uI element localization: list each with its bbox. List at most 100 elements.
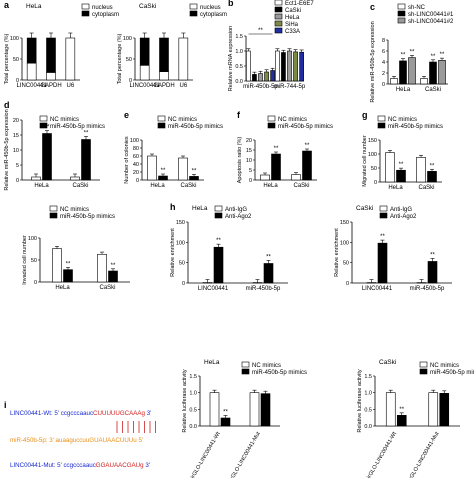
- y-tick-label: 1.0: [189, 391, 197, 397]
- bar-CaSki: [281, 52, 286, 82]
- legend-swatch: [49, 212, 58, 219]
- legend-label: NC mimics: [430, 363, 459, 369]
- category-label: HeLa: [396, 87, 411, 93]
- category-label: CaSki: [425, 87, 441, 93]
- chart-title: HeLa: [192, 205, 208, 212]
- legend-swatch: [274, 13, 283, 20]
- bar-Anti-Ago2: [213, 246, 224, 284]
- y-tick-label: 50: [343, 261, 349, 267]
- legend-swatch: [267, 115, 276, 122]
- legend-swatch: [81, 10, 90, 17]
- bar-NC-mimics: [178, 157, 188, 181]
- significance-label: **: [84, 131, 89, 137]
- y-tick-label: 0: [374, 180, 377, 186]
- significance-label: **: [192, 168, 197, 174]
- y-tick-label: 100: [368, 152, 377, 158]
- bar-NC-mimics: [31, 176, 41, 181]
- y-tick-label: 100: [176, 240, 185, 246]
- y-tick-label: 0: [346, 281, 349, 287]
- y-tick-label: 0: [129, 78, 132, 84]
- panel-letter-f: f: [237, 110, 241, 120]
- y-tick-label: 1.0: [235, 49, 243, 55]
- bar-HeLa: [258, 73, 263, 82]
- y-tick-label: 10: [246, 158, 252, 164]
- legend-label: Anti-IgG: [225, 207, 247, 213]
- category-label: LINC00441: [198, 286, 229, 292]
- bar-miR-450b-5p-mimics: [260, 393, 271, 427]
- y-tick-label: 150: [340, 220, 349, 226]
- legend-label: miR-450b-5p mimics: [252, 370, 307, 376]
- legend-label: miR-450b-5p mimics: [60, 214, 115, 220]
- bar-sh-LINC00441-2: [408, 57, 416, 85]
- legend-swatch: [241, 368, 250, 375]
- sequence-suffix: 3': [144, 462, 150, 469]
- legend-label: sh-LINC00441#1: [408, 12, 454, 18]
- y-tick-label: 0.0: [189, 424, 197, 430]
- panel-letter-c: c: [370, 2, 375, 12]
- category-label: GAPDH: [153, 83, 174, 89]
- bar-HeLa: [287, 50, 292, 82]
- y-tick-label: 0: [16, 78, 19, 84]
- category-label: miR-450b-5p: [246, 286, 281, 292]
- significance-label: **: [380, 234, 385, 240]
- y-axis-label: Apoptosis ratio (%): [237, 137, 243, 184]
- legend-swatch: [241, 361, 250, 368]
- sequence-panel: i LINC00441-Wt: 5' ccgcccaaucCUUUUUGCAAA…: [4, 400, 156, 469]
- legend-label: nucleus: [200, 5, 221, 11]
- category-label: HeLa: [34, 183, 49, 189]
- y-tick-label: 20: [246, 138, 252, 144]
- bar-miR-450b-5p-mimics: [189, 176, 199, 181]
- legend-label: Anti-IgG: [390, 207, 412, 213]
- significance-label: **: [223, 410, 228, 416]
- bar-sh-LINC00441-1: [429, 61, 437, 85]
- y-tick-label: 150: [176, 220, 185, 226]
- significance-label: **: [274, 146, 279, 152]
- y-tick-label: 0.0: [364, 424, 372, 430]
- y-tick-label: 50: [31, 258, 37, 264]
- chart-title: CaSki: [139, 3, 156, 10]
- bar-nucleus: [46, 72, 56, 81]
- significance-label: **: [430, 163, 435, 169]
- bar-cytoplasm: [139, 37, 150, 66]
- chart-title: HeLa: [204, 359, 220, 366]
- y-tick-label: 1.5: [189, 374, 197, 380]
- legend-swatch: [419, 361, 428, 368]
- legend-label: HeLa: [285, 15, 300, 21]
- category-label: miR-450b-5p: [410, 286, 445, 292]
- significance-label: **: [216, 238, 221, 244]
- bar-C33A: [270, 70, 275, 82]
- bar-SiHa: [264, 71, 269, 82]
- category-label: pmirGLO-LINC00441-Mut: [225, 431, 262, 478]
- legend-label: cytoplasm: [92, 12, 119, 18]
- bar-nucleus: [139, 65, 150, 81]
- category-label: miR-450b-5p: [243, 84, 278, 90]
- bar-miR-450b-5p-mimics: [81, 139, 91, 181]
- significance-label: **: [111, 263, 116, 269]
- legend-swatch: [377, 122, 386, 129]
- y-tick-label: 5: [249, 168, 252, 174]
- y-tick-label: 20: [133, 170, 139, 176]
- legend-swatch: [81, 3, 90, 10]
- bar-NC-mimics: [52, 248, 62, 283]
- bar-cytoplasm: [26, 37, 37, 64]
- significance-label: **: [258, 28, 263, 34]
- bar-cytoplasm: [159, 37, 169, 72]
- y-axis-label: Relative luciferase activity: [357, 369, 363, 433]
- legend-label: miR-450b-5p mimics: [278, 124, 333, 130]
- y-tick-label: 50: [179, 261, 185, 267]
- legend-swatch: [189, 3, 198, 10]
- bar-NC-mimics: [416, 157, 426, 183]
- legend-swatch: [379, 212, 388, 219]
- y-tick-label: 1.5: [235, 34, 243, 40]
- category-label: U6: [66, 83, 74, 89]
- category-label: CaSki: [180, 183, 196, 189]
- bar-NC-mimics: [70, 176, 80, 181]
- legend-swatch: [49, 205, 58, 212]
- category-label: HeLa: [263, 183, 278, 189]
- legend-label: miR-450b-5p mimics: [168, 124, 223, 130]
- legend-label: sh-LINC00441#2: [408, 19, 454, 25]
- y-tick-label: 0: [136, 178, 139, 184]
